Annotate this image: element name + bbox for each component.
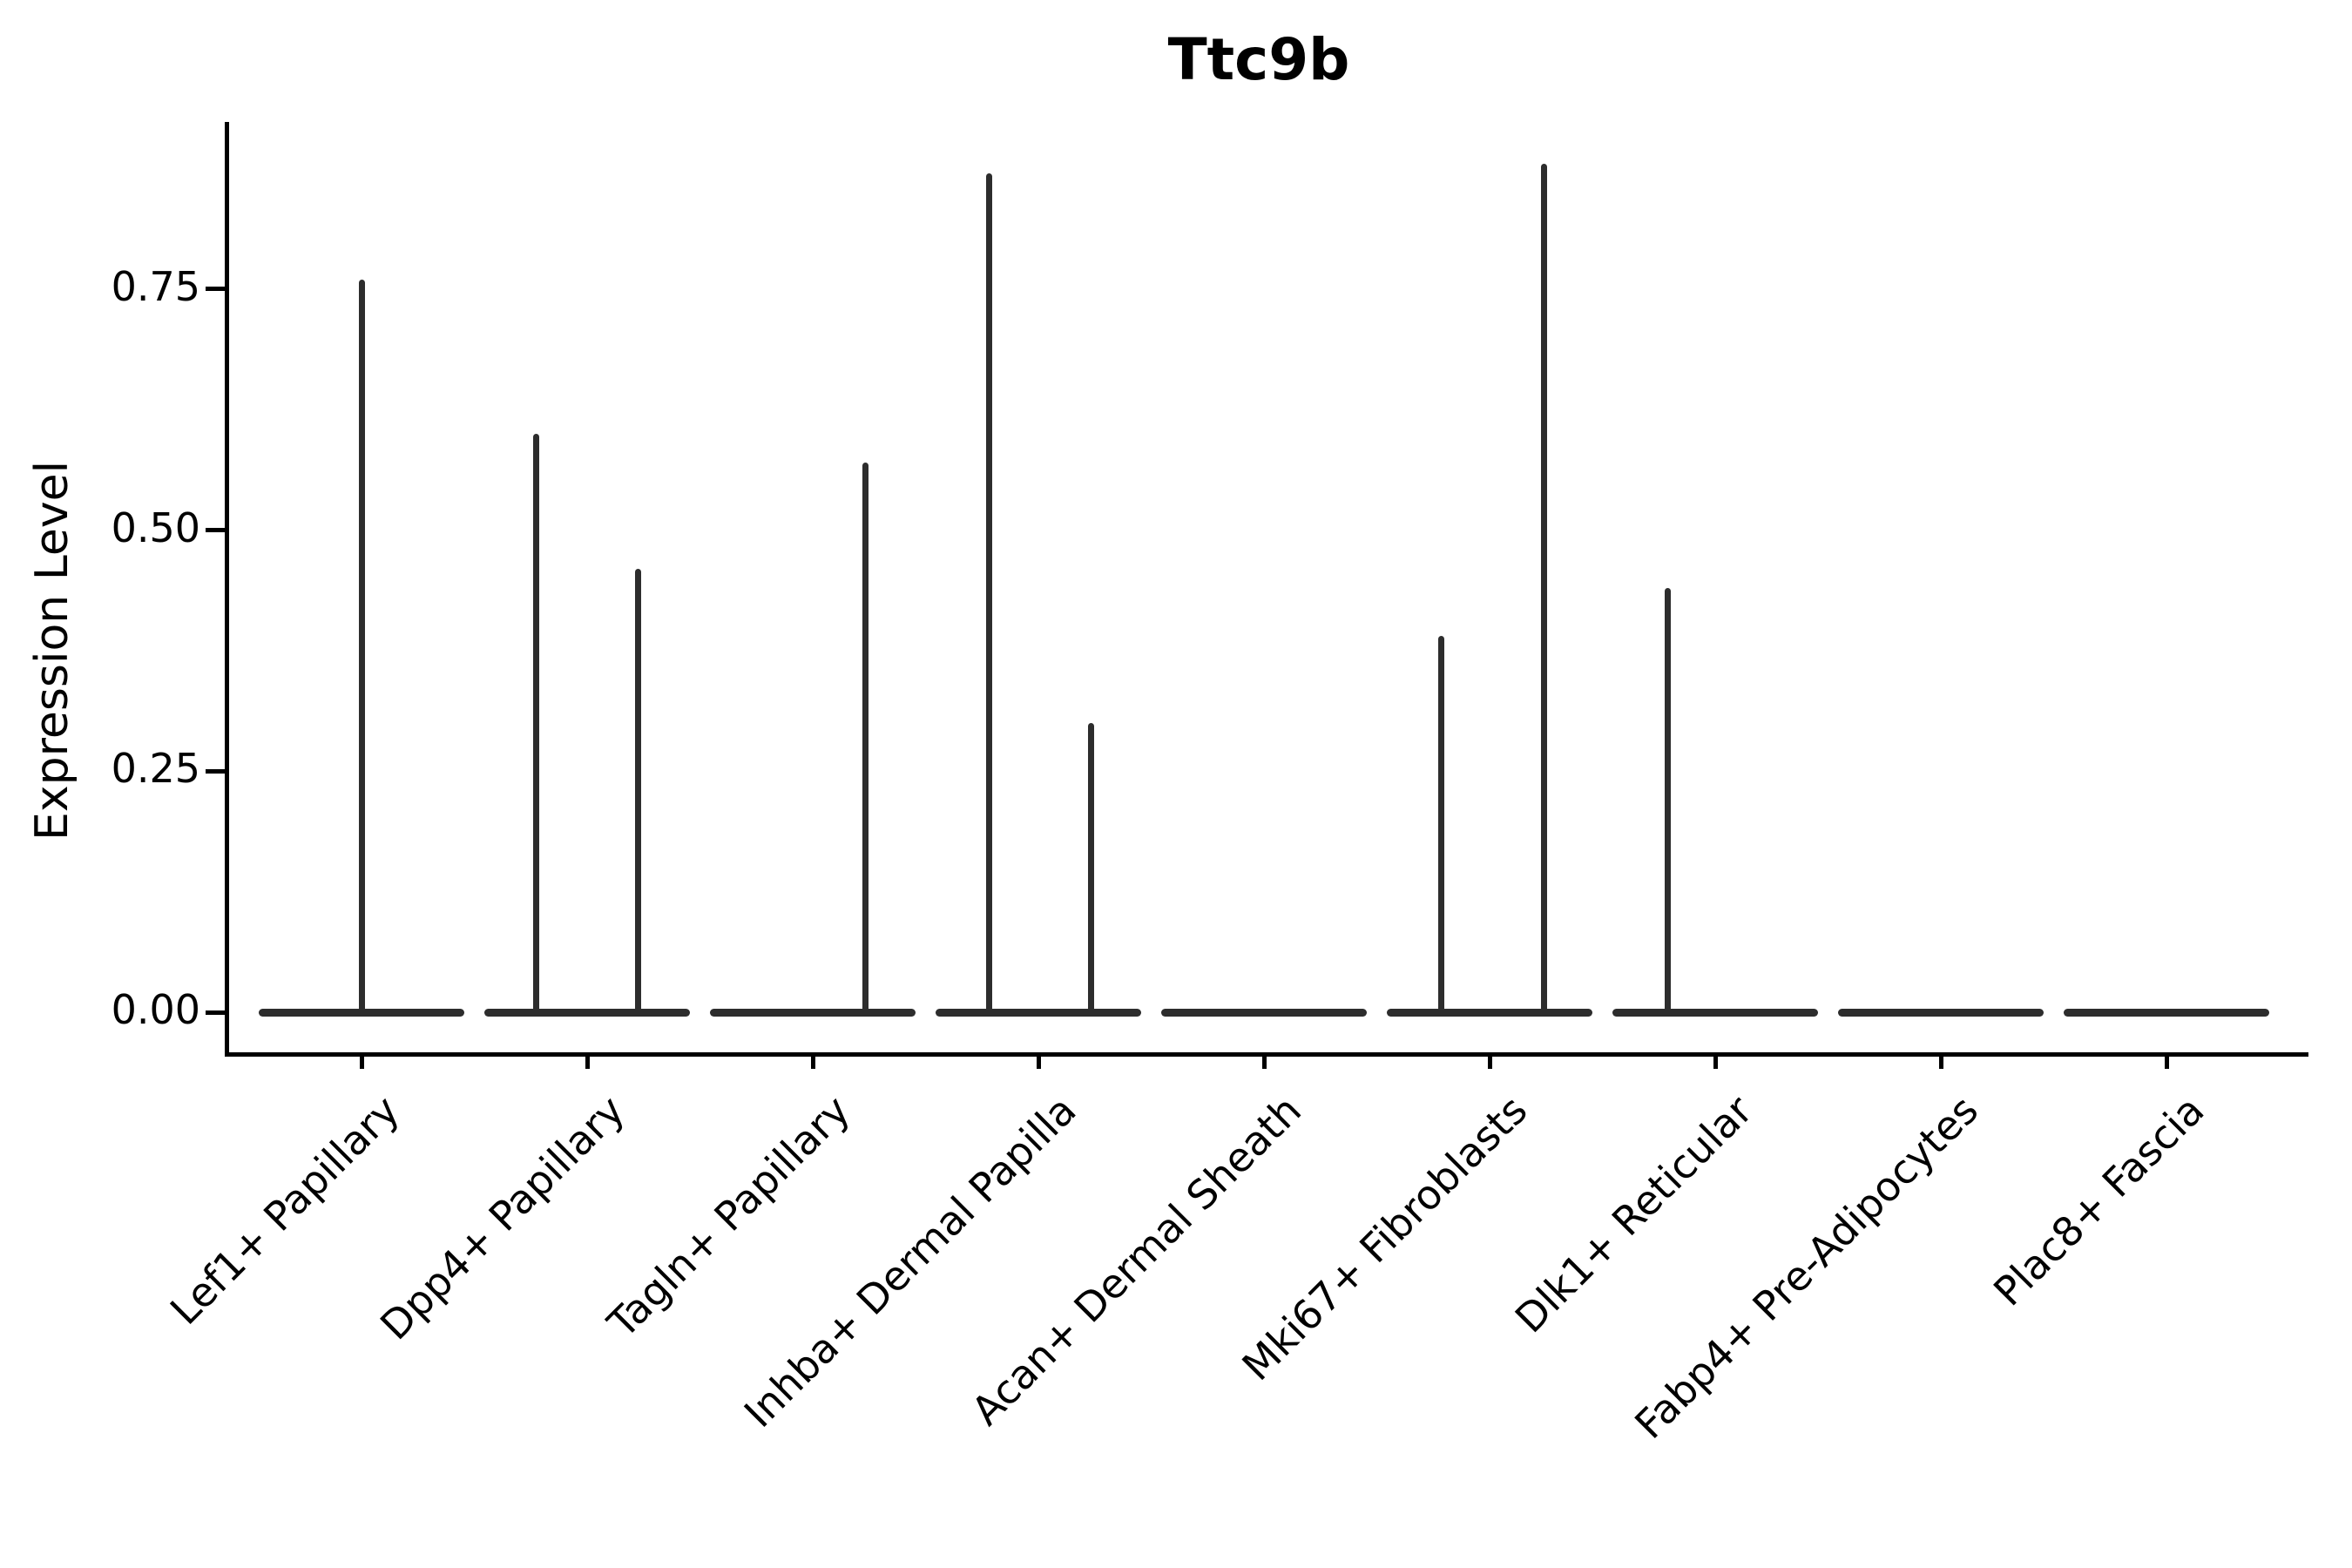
x-tick-label: Lef1+ Papillary (160, 1086, 409, 1335)
x-tick-label: Dlk1+ Reticular (1506, 1086, 1762, 1342)
y-tick-mark (206, 768, 225, 774)
chart-title: Ttc9b (1167, 26, 1350, 93)
y-tick-mark (206, 1010, 225, 1015)
violin-baseline (936, 1008, 1141, 1017)
x-tick-mark (1713, 1052, 1718, 1069)
violin-baseline (710, 1008, 916, 1017)
x-tick-label: Dpp4+ Papillary (371, 1086, 634, 1349)
y-tick-label: 0.00 (111, 986, 200, 1033)
y-tick-mark (206, 528, 225, 533)
x-tick-mark (810, 1052, 815, 1069)
violin-baseline (1612, 1008, 1818, 1017)
x-tick-mark (2164, 1052, 2169, 1069)
violin-spike (1087, 722, 1094, 1017)
violin-spike (1437, 636, 1444, 1017)
violin-baseline (1161, 1008, 1367, 1017)
plot-area (225, 122, 2308, 1057)
x-tick-mark (1938, 1052, 1943, 1069)
y-tick-mark (206, 287, 225, 292)
y-tick-label: 0.25 (111, 745, 200, 793)
violin-baseline (1838, 1008, 2044, 1017)
x-tick-mark (359, 1052, 364, 1069)
x-tick-mark (1036, 1052, 1041, 1069)
violin-spike (1540, 164, 1547, 1017)
violin-baseline (1387, 1008, 1592, 1017)
x-tick-label: Tagln+ Papillary (598, 1086, 860, 1348)
y-tick-label: 0.75 (111, 262, 200, 310)
violin-baseline (2064, 1008, 2269, 1017)
x-tick-mark (585, 1052, 590, 1069)
x-tick-mark (1261, 1052, 1267, 1069)
x-tick-mark (1487, 1052, 1492, 1069)
violin-spike (634, 568, 641, 1017)
violin-baseline (484, 1008, 690, 1017)
violin-spike (862, 463, 868, 1017)
y-tick-label: 0.50 (111, 504, 200, 551)
violin-spike (532, 433, 539, 1017)
violin-spike (1664, 588, 1671, 1017)
x-tick-label: Plac8+ Fascia (1984, 1086, 2213, 1315)
violin-spike (985, 173, 992, 1017)
violin-spike (358, 279, 365, 1017)
